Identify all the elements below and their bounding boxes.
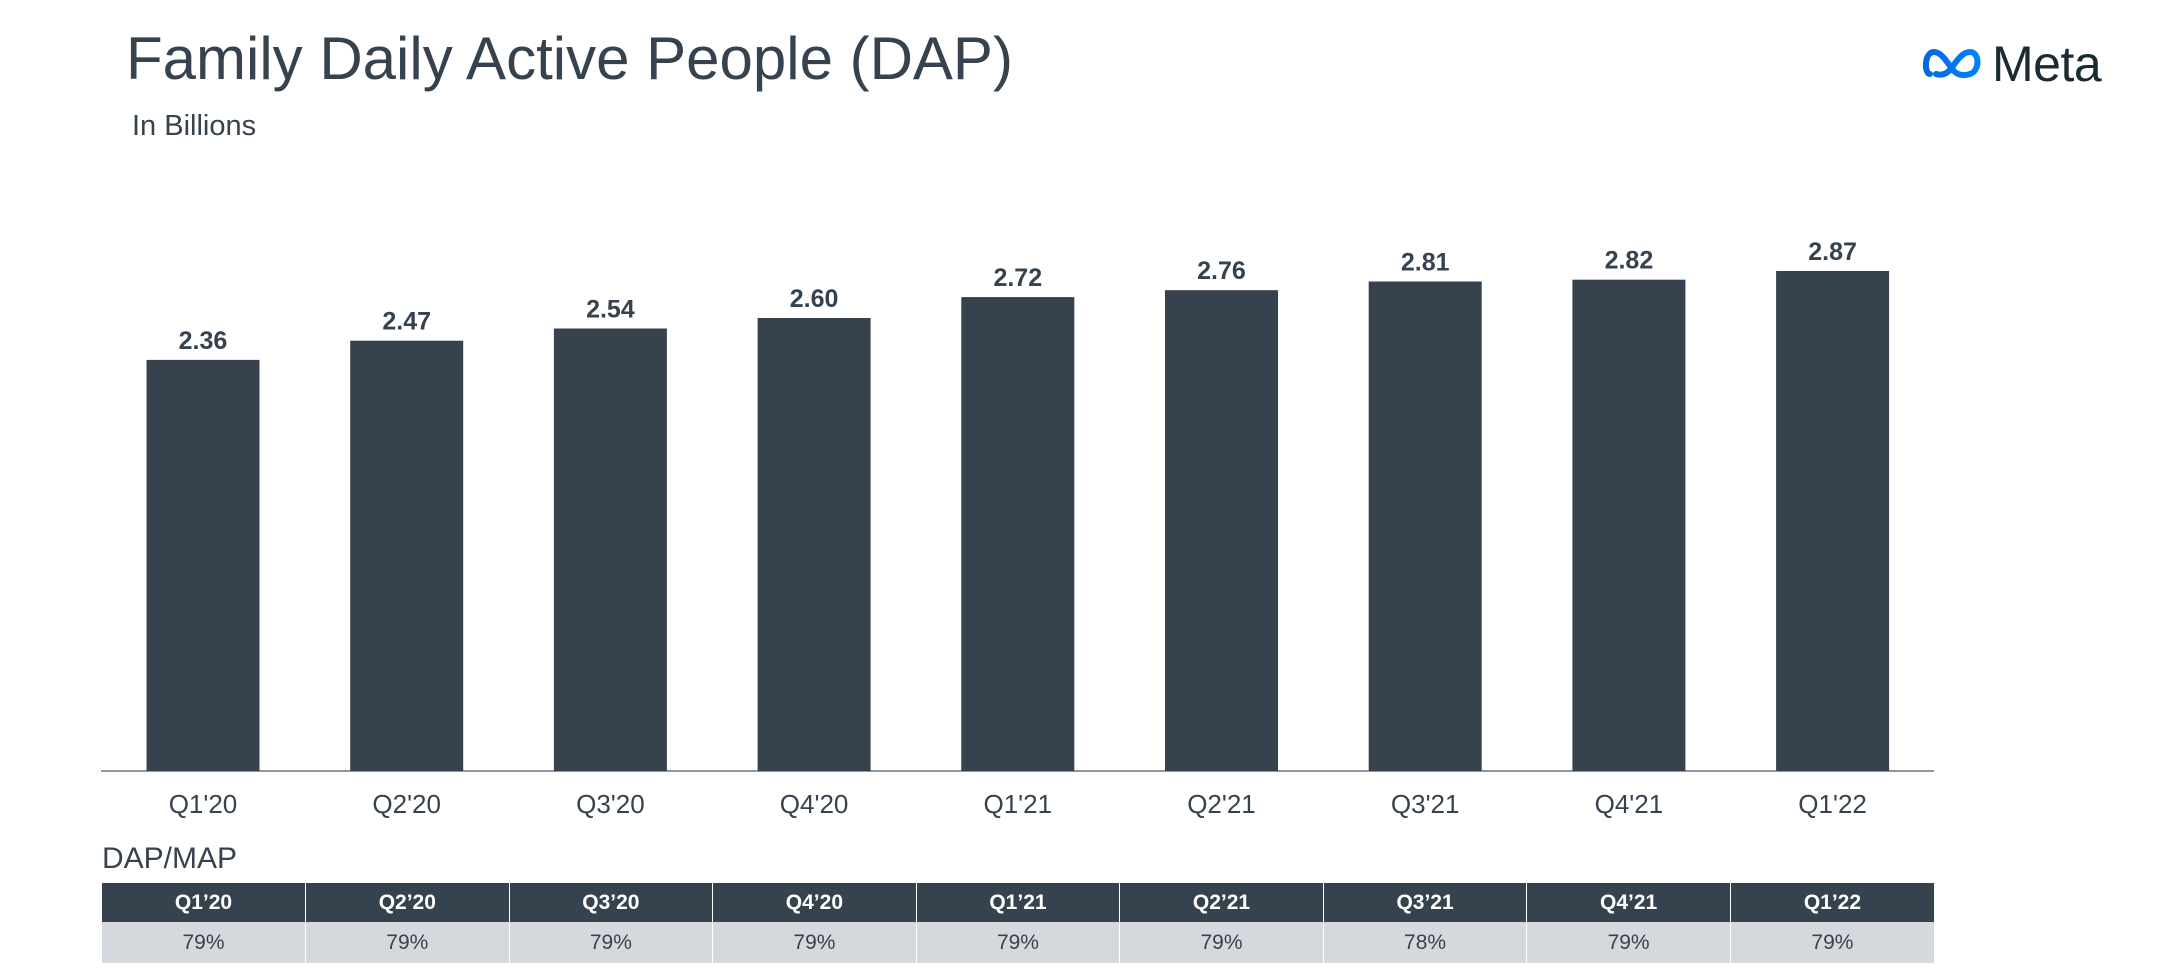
x-tick-label: Q1'21 [984, 789, 1053, 819]
meta-infinity-icon [1922, 49, 1981, 79]
x-tick-label: Q2'20 [372, 789, 441, 819]
chart-title: Family Daily Active People (DAP) [126, 25, 1013, 92]
table-cell: 79% [305, 922, 510, 963]
bar-value-label: 2.47 [382, 308, 431, 336]
table-cell: 79% [1119, 922, 1324, 963]
table-header-cell: Q3’21 [1323, 883, 1528, 922]
bar-value-label: 2.76 [1197, 257, 1246, 285]
x-tick-label: Q2'21 [1187, 789, 1256, 819]
bar-value-label: 2.81 [1401, 249, 1450, 277]
table-header-cell: Q3’20 [509, 883, 714, 922]
x-tick-label: Q1'20 [169, 789, 238, 819]
bar [1572, 279, 1686, 771]
table-cell: 78% [1323, 922, 1528, 963]
bar-chart: 2.36 Q1'20 2.47 Q2'20 2.54 Q3'20 2.60 Q4'20 2.72… [101, 238, 1934, 819]
x-tick-label: Q3'21 [1391, 789, 1460, 819]
bar-value-label: 2.72 [993, 264, 1042, 292]
bar-value-label: 2.54 [586, 296, 635, 324]
x-tick-label: Q3'20 [576, 789, 645, 819]
meta-logo-text: Meta [1992, 36, 2102, 92]
bar [1776, 271, 1890, 771]
bar [146, 359, 260, 771]
bar-value-label: 2.36 [179, 327, 228, 355]
bar [961, 297, 1075, 771]
table-row: 79% 79% 79% 79% 79% 79% 78% 79% 79% [102, 922, 1934, 963]
table-cell: 79% [102, 922, 307, 963]
table-header-row: Q1’20 Q2’20 Q3’20 Q4’20 Q1’21 Q2’21 Q3’21 Q4’21… [102, 883, 1934, 922]
dap-map-table: Q1’20 Q2’20 Q3’20 Q4’20 Q1’21 Q2’21 Q3’21 Q4’21… [102, 883, 1934, 963]
bar-value-label: 2.82 [1605, 247, 1654, 275]
bar [350, 340, 464, 771]
x-tick-label: Q1'22 [1798, 789, 1867, 819]
bar-value-label: 2.87 [1808, 238, 1857, 266]
table-cell: 79% [712, 922, 917, 963]
table-header-cell: Q4’20 [712, 883, 917, 922]
bar [1165, 290, 1278, 771]
table-header-cell: Q2’21 [1119, 883, 1324, 922]
bar [553, 328, 667, 771]
chart-subtitle: In Billions [132, 110, 257, 142]
table-cell: 79% [916, 922, 1121, 963]
table-header-cell: Q1’21 [916, 883, 1121, 922]
table-header-cell: Q1’20 [102, 883, 307, 922]
bar [1368, 281, 1482, 771]
table-cell: 79% [509, 922, 714, 963]
x-tick-label: Q4'20 [780, 789, 849, 819]
meta-logo: Meta [1922, 34, 2102, 94]
x-tick-label: Q4'21 [1595, 789, 1664, 819]
table-title: DAP/MAP [102, 842, 238, 875]
table-cell: 79% [1730, 922, 1934, 963]
table-header-cell: Q2’20 [305, 883, 510, 922]
table-header-cell: Q4’21 [1526, 883, 1731, 922]
bar-value-label: 2.60 [790, 285, 839, 313]
table-cell: 79% [1526, 922, 1731, 963]
table-header-cell: Q1’22 [1730, 883, 1934, 922]
bar [757, 318, 871, 771]
